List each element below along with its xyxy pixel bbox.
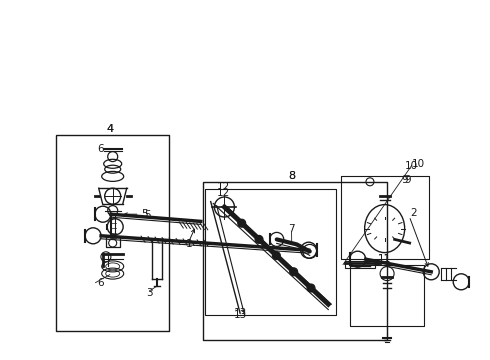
Text: 4: 4 [107, 124, 114, 134]
Text: 6: 6 [97, 278, 104, 288]
Text: 10: 10 [412, 159, 425, 169]
Text: 5: 5 [145, 210, 151, 220]
Text: 12: 12 [216, 188, 230, 198]
Text: 10: 10 [405, 161, 418, 171]
Text: 11: 11 [378, 254, 392, 264]
Text: 9: 9 [404, 175, 411, 185]
Text: 1: 1 [185, 239, 192, 249]
Circle shape [272, 252, 280, 260]
Circle shape [255, 235, 263, 243]
Text: 7: 7 [288, 224, 295, 234]
Text: 13: 13 [233, 308, 247, 318]
Circle shape [307, 284, 315, 292]
Text: 13: 13 [233, 310, 247, 320]
Circle shape [290, 268, 297, 276]
Circle shape [238, 219, 245, 227]
Text: 2: 2 [411, 208, 417, 219]
Text: 6: 6 [97, 144, 104, 154]
Text: 8: 8 [288, 171, 295, 181]
Text: 11: 11 [378, 254, 392, 264]
Text: 5: 5 [141, 209, 148, 219]
Text: 12: 12 [216, 182, 230, 192]
FancyBboxPatch shape [345, 261, 375, 268]
Text: 9: 9 [401, 175, 408, 185]
Text: 8: 8 [288, 171, 295, 181]
Text: 3: 3 [146, 288, 153, 298]
Text: 4: 4 [107, 124, 114, 134]
